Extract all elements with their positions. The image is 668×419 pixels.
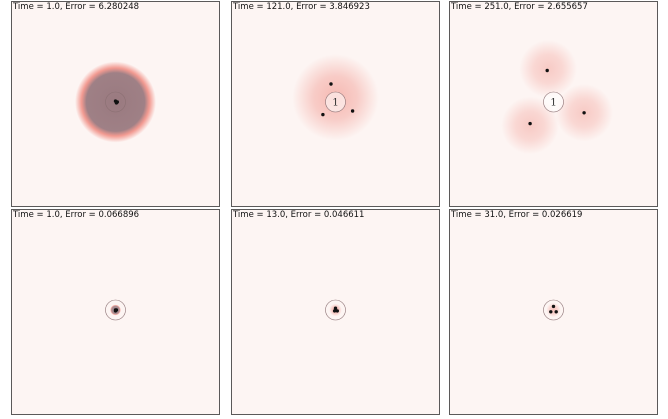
data-point bbox=[333, 306, 338, 310]
heatmap-svg: 1 Time = 121.0, Error = 3.846923 bbox=[231, 1, 440, 207]
panel-title: Time = 121.0, Error = 3.846923 bbox=[232, 2, 370, 12]
panel-title: Time = 13.0, Error = 0.046611 bbox=[232, 210, 364, 220]
circle-label: 1 bbox=[332, 98, 338, 109]
heatmap-panel: Time = 1.0, Error = 6.280248 bbox=[11, 1, 220, 207]
panel-title: Time = 1.0, Error = 0.066896 bbox=[12, 210, 139, 220]
reference-circle bbox=[105, 299, 126, 321]
panel-frame bbox=[231, 1, 440, 207]
data-point bbox=[113, 309, 118, 313]
panel-frame bbox=[11, 1, 220, 207]
panel-frame bbox=[449, 209, 658, 415]
density-blob bbox=[546, 302, 561, 318]
panel-frame bbox=[11, 209, 220, 415]
data-point bbox=[551, 304, 556, 309]
density-blob bbox=[519, 39, 577, 98]
data-point bbox=[332, 309, 337, 313]
data-point bbox=[335, 309, 339, 313]
heatmap-svg: Time = 1.0, Error = 0.066896 bbox=[11, 209, 220, 415]
panel-frame bbox=[449, 1, 658, 207]
data-point bbox=[554, 310, 558, 314]
reference-circle bbox=[543, 299, 564, 321]
heatmap-panel: 1 Time = 121.0, Error = 3.846923 bbox=[231, 1, 440, 207]
panel-title: Time = 251.0, Error = 2.655657 bbox=[450, 2, 588, 12]
heatmap-svg: 1 Time = 251.0, Error = 2.655657 bbox=[449, 1, 658, 207]
heatmap-panel: 1 Time = 251.0, Error = 2.655657 bbox=[449, 1, 658, 207]
reference-circle bbox=[105, 91, 126, 113]
data-point bbox=[582, 111, 586, 115]
data-point bbox=[329, 82, 333, 86]
panel-frame bbox=[231, 209, 440, 415]
heatmap-panel: Time = 13.0, Error = 0.046611 bbox=[231, 209, 440, 415]
data-point bbox=[545, 68, 549, 73]
reference-circle bbox=[325, 91, 346, 113]
panel-title: Time = 31.0, Error = 0.026619 bbox=[450, 210, 582, 220]
data-point bbox=[350, 109, 355, 113]
data-point bbox=[114, 101, 119, 105]
panel-title: Time = 1.0, Error = 6.280248 bbox=[12, 2, 139, 12]
heatmap-panel: Time = 31.0, Error = 0.026619 bbox=[449, 209, 658, 415]
heatmap-svg: Time = 31.0, Error = 0.026619 bbox=[449, 209, 658, 415]
circle-label: 1 bbox=[550, 98, 556, 109]
data-point bbox=[321, 112, 325, 117]
heatmap-panel: Time = 1.0, Error = 0.066896 bbox=[11, 209, 220, 415]
heatmap-svg: Time = 13.0, Error = 0.046611 bbox=[231, 209, 440, 415]
data-point bbox=[528, 121, 532, 126]
density-blob bbox=[501, 96, 559, 155]
data-point bbox=[549, 310, 553, 314]
reference-circle bbox=[543, 91, 564, 113]
heatmap-svg: Time = 1.0, Error = 6.280248 bbox=[11, 1, 220, 207]
reference-circle bbox=[325, 299, 346, 321]
